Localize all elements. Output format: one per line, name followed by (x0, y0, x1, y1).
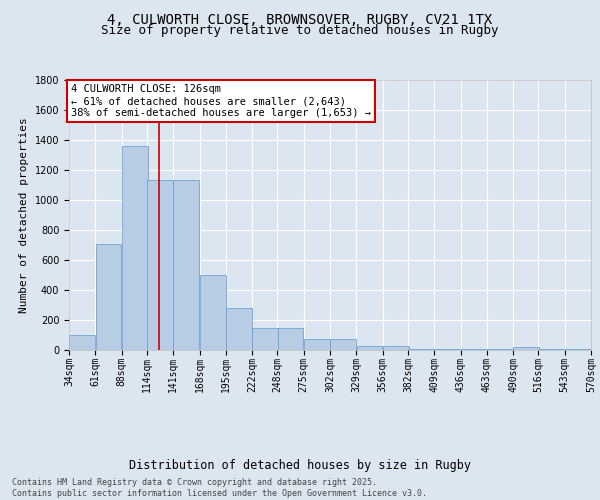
Bar (69, 335, 95, 350)
Y-axis label: Number of detached properties: Number of detached properties (19, 117, 29, 313)
Text: Contains HM Land Registry data © Crown copyright and database right 2025.
Contai: Contains HM Land Registry data © Crown c… (12, 478, 427, 498)
Bar (434, 349, 460, 350)
Text: 4 CULWORTH CLOSE: 126sqm
← 61% of detached houses are smaller (2,643)
38% of sem: 4 CULWORTH CLOSE: 126sqm ← 61% of detach… (71, 84, 371, 117)
Bar (200, 275, 226, 350)
Bar (304, 339, 330, 350)
Bar (461, 349, 487, 350)
Bar (487, 349, 513, 350)
Bar (278, 328, 304, 350)
Text: Size of property relative to detached houses in Rugby: Size of property relative to detached ho… (101, 24, 499, 37)
Bar (383, 346, 409, 350)
Bar (514, 347, 539, 350)
Bar (173, 180, 199, 350)
Bar (356, 346, 382, 350)
Bar (408, 349, 434, 350)
Bar (565, 349, 591, 350)
Bar (122, 146, 148, 350)
Bar (95, 244, 121, 350)
Bar (330, 339, 356, 350)
Bar (539, 349, 565, 350)
Text: Distribution of detached houses by size in Rugby: Distribution of detached houses by size … (129, 460, 471, 472)
Bar (226, 308, 252, 350)
Text: 4, CULWORTH CLOSE, BROWNSOVER, RUGBY, CV21 1TX: 4, CULWORTH CLOSE, BROWNSOVER, RUGBY, CV… (107, 12, 493, 26)
Bar (253, 328, 278, 350)
Bar (147, 180, 173, 350)
